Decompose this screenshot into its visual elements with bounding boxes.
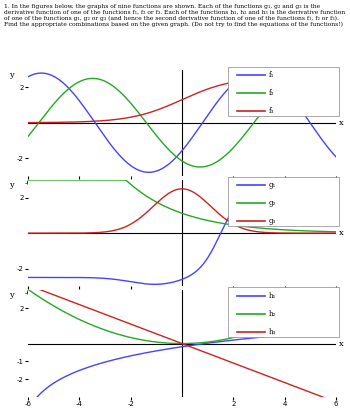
Text: f₁: f₁ (268, 71, 274, 79)
Text: 1. In the figures below, the graphs of nine functions are shown. Each of the fun: 1. In the figures below, the graphs of n… (4, 4, 345, 27)
Text: g₃: g₃ (268, 218, 275, 225)
Text: x: x (339, 339, 344, 348)
FancyBboxPatch shape (228, 288, 339, 337)
FancyBboxPatch shape (228, 177, 339, 226)
Text: y: y (9, 71, 14, 79)
Text: y: y (9, 181, 14, 189)
FancyBboxPatch shape (228, 67, 339, 116)
Text: g₁: g₁ (268, 181, 275, 189)
Text: g₂: g₂ (268, 199, 275, 207)
Text: h₂: h₂ (268, 310, 275, 318)
Text: h₁: h₁ (268, 292, 275, 300)
Text: x: x (339, 229, 344, 237)
Text: x: x (339, 119, 344, 127)
Text: h₃: h₃ (268, 328, 275, 336)
Text: f₂: f₂ (268, 89, 274, 97)
Text: f₃: f₃ (268, 107, 274, 115)
Text: y: y (9, 292, 14, 299)
